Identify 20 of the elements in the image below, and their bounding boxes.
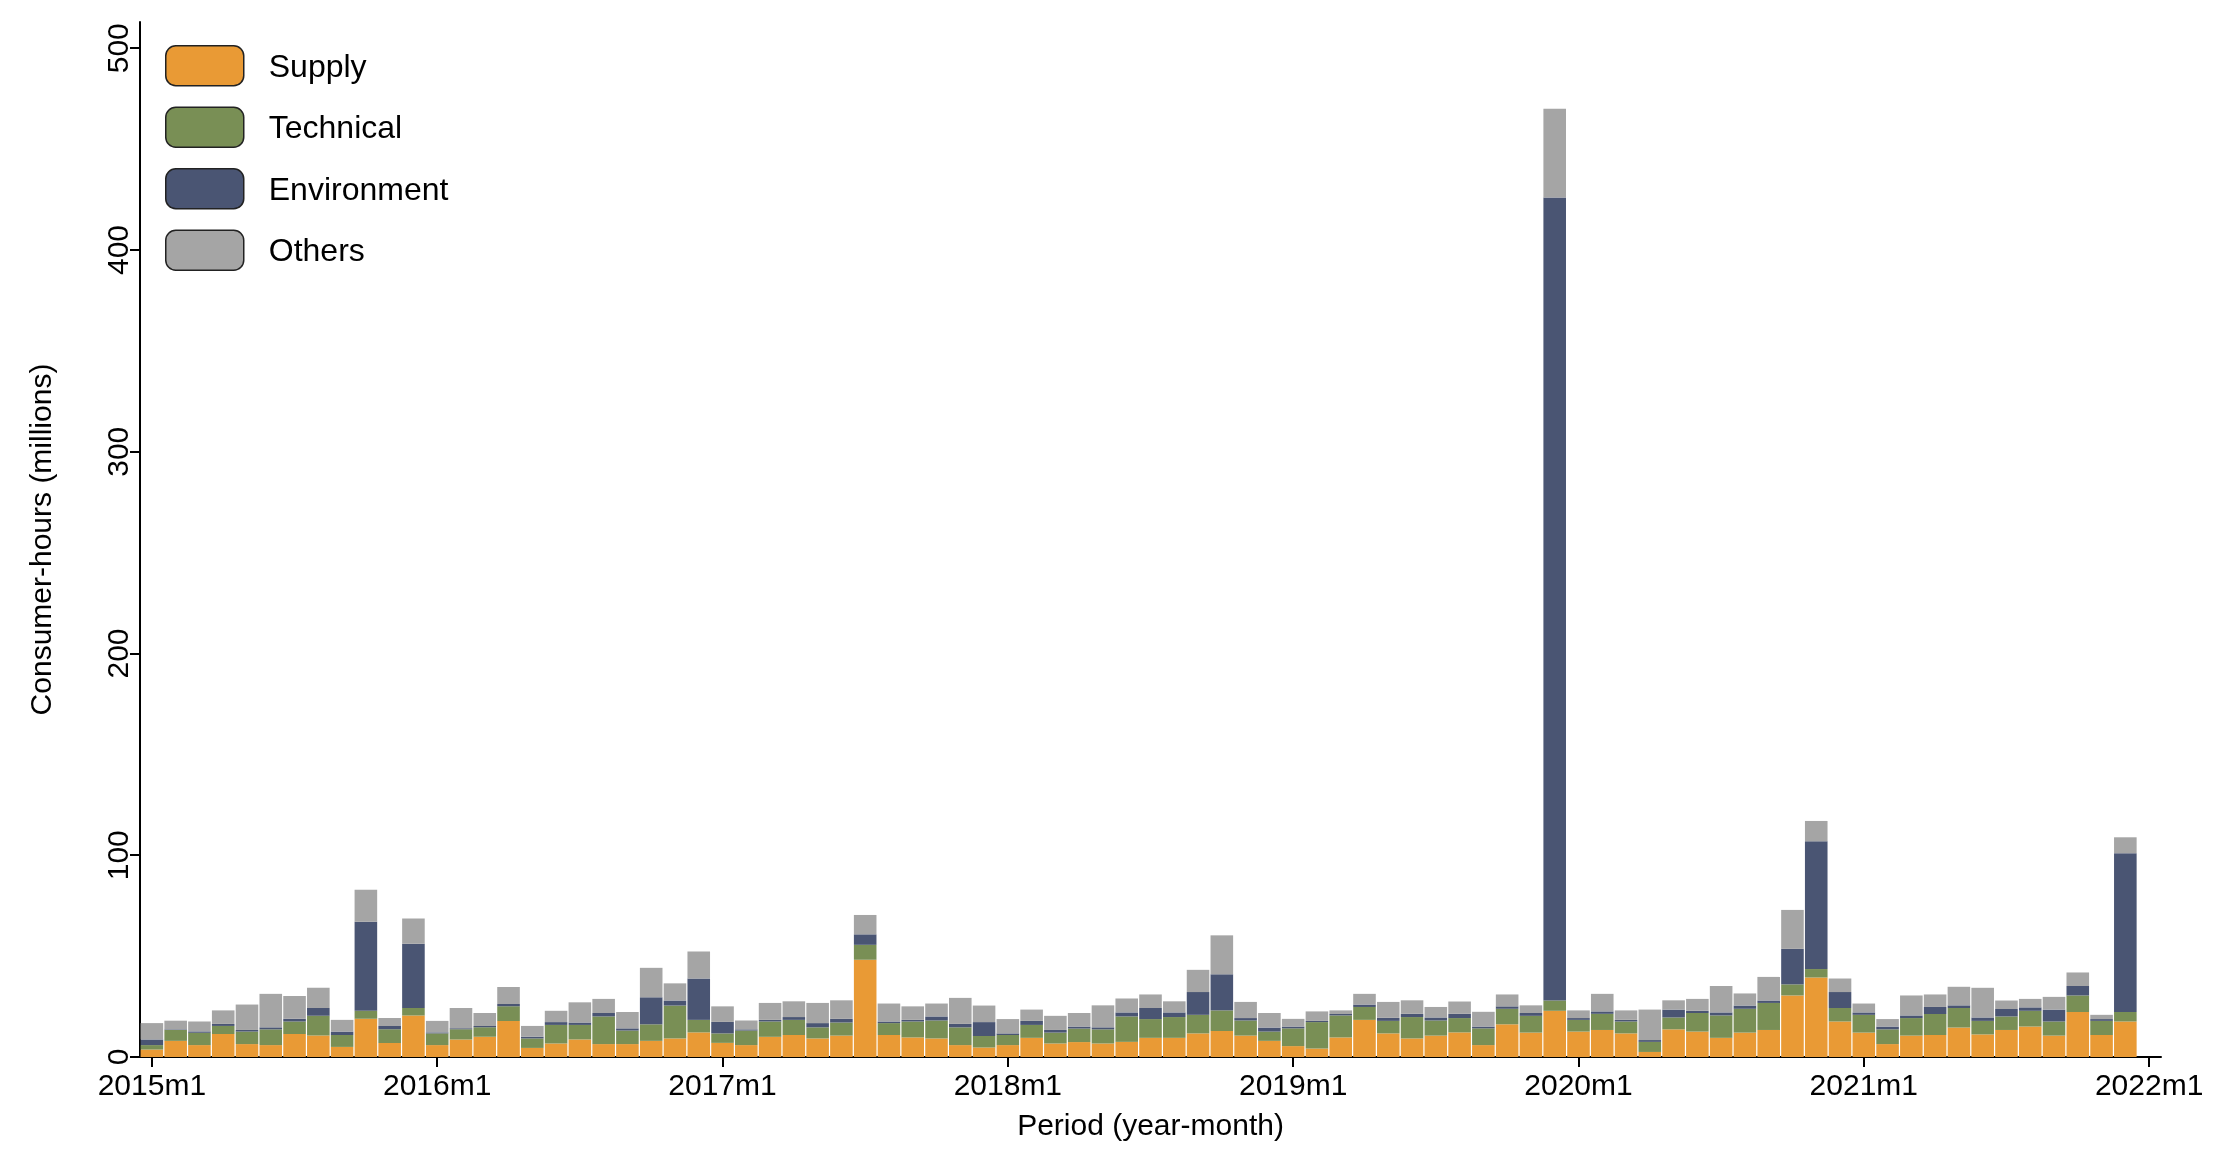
x-tick-label: 2018m1: [953, 1067, 1063, 1101]
x-axis-title: Period (year-month): [1017, 1107, 1284, 1141]
y-tick-label: 200: [100, 628, 134, 679]
legend-label: Others: [268, 232, 365, 269]
y-axis-title: Consumer-hours (millions): [23, 363, 57, 716]
x-tick-label: 2021m1: [1809, 1067, 1919, 1101]
legend-label: Supply: [268, 47, 367, 84]
y-tick-label: 0: [100, 1048, 134, 1066]
legend-label: Environment: [268, 170, 449, 207]
x-tick-label: 2015m1: [97, 1067, 207, 1101]
legend-label: Technical: [268, 109, 403, 146]
x-tick-label: 2020m1: [1524, 1067, 1633, 1101]
y-tick-label: 400: [100, 224, 134, 276]
y-tick-label: 300: [100, 426, 134, 477]
x-tick-label: 2019m1: [1238, 1067, 1348, 1101]
x-tick-label: 2017m1: [668, 1067, 777, 1101]
y-tick-label: 100: [100, 830, 134, 881]
x-tick-label: 2022m1: [2094, 1067, 2204, 1101]
x-tick-label: 2016m1: [382, 1067, 492, 1101]
y-tick-label: 500: [100, 23, 134, 74]
